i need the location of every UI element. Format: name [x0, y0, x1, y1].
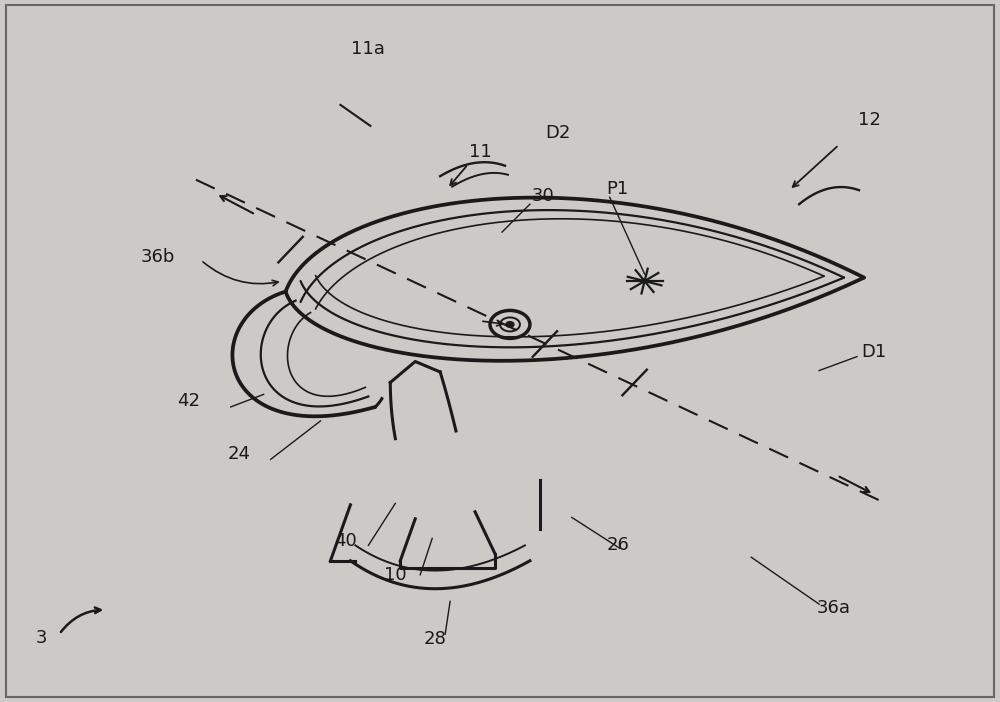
Text: 28: 28 — [424, 630, 447, 648]
Text: 26: 26 — [606, 536, 629, 555]
Text: 30: 30 — [532, 187, 554, 205]
Text: 12: 12 — [858, 111, 880, 129]
Text: D1: D1 — [861, 343, 887, 362]
Text: 36a: 36a — [817, 600, 851, 617]
Text: 36b: 36b — [141, 248, 175, 265]
Text: 11a: 11a — [351, 40, 385, 58]
Text: 42: 42 — [177, 392, 200, 411]
Text: D2: D2 — [545, 124, 571, 142]
Circle shape — [506, 322, 514, 327]
Text: 24: 24 — [227, 446, 250, 463]
Text: 10: 10 — [384, 566, 407, 584]
Text: 40: 40 — [334, 532, 357, 550]
Text: 3: 3 — [36, 629, 47, 647]
Text: 11: 11 — [469, 143, 491, 161]
Text: P1: P1 — [607, 180, 629, 198]
